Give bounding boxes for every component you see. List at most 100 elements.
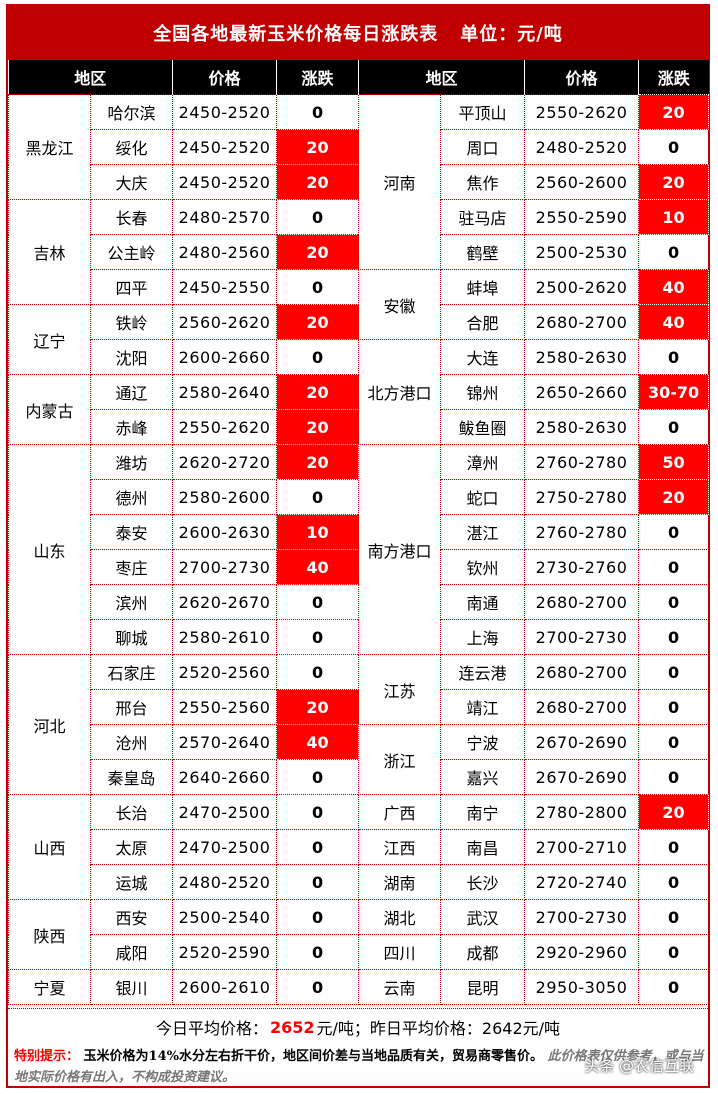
left-price-cell: 2520-2590: [172, 934, 278, 970]
table-row: 四平 2450-2550 0 安徽 蚌埠 2500-2620 40: [9, 269, 710, 340]
right-region-cell: 湖北: [358, 899, 442, 935]
header-change-right: 涨跌: [638, 60, 709, 95]
right-city-cell: 周口: [440, 129, 526, 165]
right-city-cell: 宁波: [440, 724, 526, 760]
left-price-cell: 2570-2640: [172, 724, 278, 760]
left-city-cell: 太原: [89, 829, 174, 865]
left-change-cell: 20: [276, 409, 360, 445]
left-city-cell: 石家庄: [89, 654, 174, 690]
left-change-cell: 20: [276, 444, 360, 480]
right-region-cell: 北方港口: [358, 339, 442, 445]
table-body: 黑龙江 哈尔滨 2450-2520 0 河南 平顶山 2550-2620 20 绥化 2450-2…: [8, 94, 710, 1005]
right-price-cell: 2670-2690: [524, 759, 640, 795]
right-city-cell: 湛江: [440, 514, 526, 550]
left-region-cell: 辽宁: [8, 304, 91, 375]
price-table-frame: 全国各地最新玉米价格每日涨跌表 单位：元/吨 地区 价格 涨跌 地区 价格 涨跌…: [6, 4, 710, 1088]
left-price-cell: 2580-2610: [172, 619, 278, 655]
left-city-cell: 德州: [89, 479, 174, 515]
table-row: 枣庄 2700-2730 40 钦州 2730-2760 0: [9, 549, 710, 585]
average-price-row: 今日平均价格： 2652 元/吨； 昨日平均价格： 2642元/吨: [8, 1008, 708, 1045]
right-change-cell: 10: [638, 199, 710, 235]
right-price-cell: 2780-2800: [524, 794, 640, 830]
table-row: 沧州 2570-2640 40 浙江 宁波 2670-2690 0: [9, 724, 710, 795]
table-row: 公主岭 2480-2560 20 鹤壁 2500-2530 0: [9, 234, 710, 270]
left-change-cell: 0: [276, 934, 360, 970]
left-price-cell: 2600-2660: [172, 339, 278, 375]
left-change-cell: 0: [276, 829, 360, 865]
table-row: 河北 石家庄 2520-2560 0 江苏 连云港 2680-2700 0: [8, 654, 710, 795]
right-region-cell: 云南: [358, 969, 442, 1005]
right-city-cell: 上海: [440, 619, 526, 655]
right-city-cell: 大连: [440, 339, 526, 375]
right-price-cell: 2500-2620: [524, 269, 640, 305]
right-price-cell: 2680-2700: [524, 584, 640, 620]
right-city-cell: 连云港: [440, 654, 526, 690]
title-text: 全国各地最新玉米价格每日涨跌表: [153, 24, 439, 45]
right-change-cell: 0: [638, 759, 710, 795]
right-price-cell: 2700-2730: [524, 619, 640, 655]
right-price-cell: 2560-2600: [524, 164, 640, 200]
right-price-cell: 2480-2520: [524, 129, 640, 165]
left-change-cell: 0: [276, 899, 360, 935]
special-note: 特别提示： 玉米价格为14%水分左右折干价，地区间价差与当地品质有关，贸易商零售…: [14, 1046, 704, 1088]
right-region-cell: 四川: [358, 934, 442, 970]
right-price-cell: 2720-2740: [524, 864, 640, 900]
left-city-cell: 长春: [89, 199, 174, 235]
today-avg-label: 今日平均价格：: [155, 1019, 268, 1038]
left-change-cell: 0: [276, 199, 360, 235]
table-row: 滨州 2620-2670 0 南通 2680-2700 0: [9, 584, 710, 620]
right-change-cell: 20: [638, 164, 710, 200]
right-city-cell: 成都: [440, 934, 526, 970]
left-change-cell: 0: [276, 339, 360, 375]
right-change-cell: 0: [638, 864, 710, 900]
right-city-cell: 南宁: [440, 794, 526, 830]
left-price-cell: 2580-2640: [172, 374, 278, 410]
left-change-cell: 10: [276, 514, 360, 550]
left-change-cell: 0: [276, 584, 360, 620]
left-city-cell: 咸阳: [89, 934, 174, 970]
table-row: 咸阳 2520-2590 0 四川 成都 2920-2960 0: [9, 934, 710, 970]
table-row: 黑龙江 哈尔滨 2450-2520 0 河南 平顶山 2550-2620 20: [8, 94, 710, 270]
right-city-cell: 嘉兴: [440, 759, 526, 795]
left-city-cell: 赤峰: [89, 409, 174, 445]
left-change-cell: 0: [276, 864, 360, 900]
right-city-cell: 南通: [440, 584, 526, 620]
right-change-cell: 20: [638, 794, 710, 830]
left-region-cell: 宁夏: [8, 969, 91, 1005]
left-price-cell: 2500-2540: [172, 899, 278, 935]
right-change-cell: 0: [638, 514, 710, 550]
left-city-cell: 聊城: [89, 619, 174, 655]
header-region-right: 地区: [358, 60, 525, 95]
right-change-cell: 0: [638, 724, 710, 760]
left-city-cell: 大庆: [89, 164, 174, 200]
left-change-cell: 20: [276, 689, 360, 725]
left-city-cell: 银川: [89, 969, 174, 1005]
left-change-cell: 0: [276, 759, 360, 795]
right-change-cell: 0: [638, 584, 710, 620]
right-city-cell: 靖江: [440, 689, 526, 725]
right-city-cell: 焦作: [440, 164, 526, 200]
right-price-cell: 2750-2780: [524, 479, 640, 515]
left-region-cell: 山西: [8, 794, 91, 900]
left-change-cell: 20: [276, 374, 360, 410]
table-row: 沈阳 2600-2660 0 北方港口 大连 2580-2630 0: [9, 339, 710, 445]
right-price-cell: 2760-2780: [524, 444, 640, 480]
left-price-cell: 2550-2560: [172, 689, 278, 725]
right-change-cell: 0: [638, 899, 710, 935]
today-avg-value: 2652: [269, 1017, 315, 1037]
left-price-cell: 2620-2720: [172, 444, 278, 480]
table-row: 聊城 2580-2610 0 上海 2700-2730 0: [9, 619, 710, 655]
left-change-cell: 0: [276, 94, 360, 130]
watermark: 头条 @农信互联: [584, 1057, 694, 1075]
right-change-cell: 0: [638, 409, 710, 445]
right-price-cell: 2580-2630: [524, 409, 640, 445]
table-row: 山东 潍坊 2620-2720 20 南方港口 漳州 2760-2780 50: [8, 444, 710, 655]
table-row: 秦皇岛 2640-2660 0 嘉兴 2670-2690 0: [9, 759, 710, 795]
left-region-cell: 陕西: [8, 899, 91, 970]
right-change-cell: 0: [638, 829, 710, 865]
left-price-cell: 2450-2520: [172, 164, 278, 200]
left-change-cell: 0: [276, 654, 360, 690]
table-row: 邢台 2550-2560 20 靖江 2680-2700 0: [9, 689, 710, 725]
right-city-cell: 昆明: [440, 969, 526, 1005]
table-row: 泰安 2600-2630 10 湛江 2760-2780 0: [9, 514, 710, 550]
